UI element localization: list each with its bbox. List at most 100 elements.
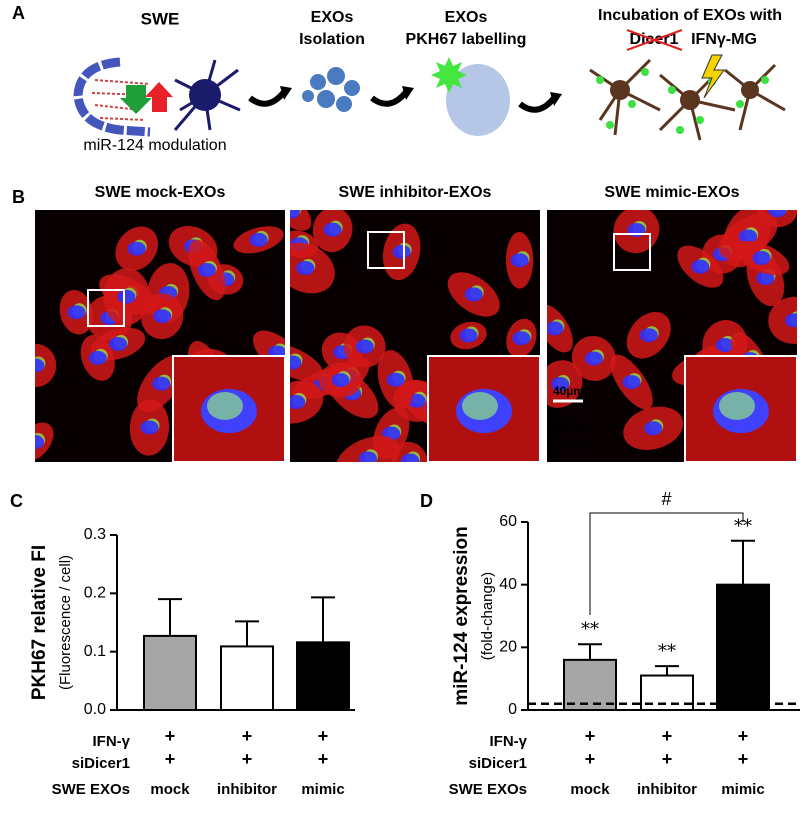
cell-nucleus — [153, 309, 172, 324]
cell-nucleus — [547, 321, 564, 336]
chart-C: C PKH67 relative FI (Fluorescence / cell) 0… — [10, 491, 355, 798]
cell-nucleus — [197, 262, 216, 277]
cell-nucleus — [392, 244, 411, 259]
significance: ** — [734, 516, 752, 537]
x-tick-label: mock — [150, 781, 190, 798]
inset-pkh67 — [207, 392, 243, 420]
y-axis-subtitle: (Fluorescence / cell) — [57, 555, 74, 690]
cell-nucleus — [386, 372, 405, 387]
cell-nucleus — [35, 435, 45, 450]
flow-arrow — [518, 96, 557, 113]
micrograph — [35, 210, 285, 462]
condition-value: + — [662, 726, 673, 746]
cell-nucleus — [401, 453, 420, 462]
cell-nucleus — [296, 260, 315, 275]
microglia-bodies — [610, 80, 759, 110]
cell-nucleus — [67, 305, 86, 320]
cell-nucleus — [584, 351, 603, 366]
category-axis-title: SWE EXOs — [52, 781, 130, 798]
bar — [563, 658, 617, 711]
image-title: SWE mock-EXOs — [95, 184, 226, 201]
y-axis-title: miR-124 expression — [451, 526, 472, 706]
y-axis-subtitle: (fold-change) — [479, 572, 496, 660]
stain-legend: nuclei — [551, 407, 589, 422]
exosomes — [302, 67, 360, 112]
caption: miR-124 modulation — [83, 137, 226, 154]
cell-nucleus — [323, 222, 342, 237]
cell-nucleus — [127, 241, 146, 256]
significance: ** — [658, 641, 676, 662]
arrowhead — [550, 92, 562, 106]
arrowhead — [280, 86, 292, 100]
cell-membrane — [73, 57, 151, 137]
step-title: EXOs — [311, 9, 354, 26]
y-tick-label: 0.2 — [84, 585, 106, 602]
step-title: PKH67 labelling — [406, 31, 527, 48]
category-axis-title: SWE EXOs — [449, 781, 527, 798]
bar — [296, 641, 350, 711]
condition-label: siDicer1 — [469, 755, 527, 772]
panel-a: A SWE miR-124 modulation EXOs Isolation … — [12, 3, 786, 154]
panel-label: B — [12, 187, 25, 207]
micrograph — [290, 210, 540, 462]
stain-legend: PKH67 — [551, 423, 593, 438]
cell-nucleus — [109, 336, 128, 351]
y-tick-label: 60 — [499, 513, 517, 530]
x-tick-label: inhibitor — [637, 781, 697, 798]
cell-nucleus — [88, 350, 107, 365]
condition-label: IFN-γ — [93, 733, 131, 750]
cell-nucleus — [290, 355, 302, 370]
micrograph — [547, 210, 797, 462]
cell-nucleus — [768, 210, 787, 218]
cell-nucleus — [715, 338, 734, 353]
rna — [91, 79, 151, 121]
inset — [684, 355, 797, 462]
condition-label: siDicer1 — [72, 755, 130, 772]
comparison-label: # — [661, 489, 671, 509]
condition-label: IFN-γ — [490, 733, 528, 750]
y-tick-label: 0.1 — [84, 643, 106, 660]
up-arrow — [145, 82, 173, 112]
step-title: IFNγ-MG — [691, 31, 757, 48]
lightning — [701, 54, 725, 99]
arrowhead — [402, 86, 414, 100]
exosome — [446, 64, 510, 136]
y-tick-label: 0 — [508, 701, 517, 718]
condition-value: + — [318, 726, 329, 746]
cell-nucleus — [644, 421, 663, 436]
pkh67-label — [431, 57, 467, 93]
inset-pkh67 — [462, 392, 498, 420]
cell-nucleus — [756, 271, 775, 286]
cell-nucleus — [249, 232, 268, 247]
cell-nucleus — [140, 420, 159, 435]
cell-nucleus — [355, 339, 374, 354]
stain-legend: f-actin — [551, 439, 590, 454]
cell-nucleus — [512, 331, 531, 346]
flow-arrow — [248, 90, 287, 107]
cell-nucleus — [459, 328, 478, 343]
cell-nucleus — [117, 289, 136, 304]
down-arrow — [120, 85, 152, 114]
cell-nucleus — [785, 313, 797, 328]
step-title: SWE — [141, 9, 180, 28]
y-tick-label: 0.0 — [84, 701, 106, 718]
inset-pkh67 — [719, 392, 755, 420]
bar — [716, 583, 770, 712]
roi-box — [87, 289, 125, 327]
x-tick-label: inhibitor — [217, 781, 277, 798]
condition-value: + — [585, 749, 596, 769]
flow-arrow — [370, 90, 409, 107]
cross-out — [626, 29, 683, 51]
cell-nucleus — [639, 328, 658, 343]
exosome-dots — [596, 68, 769, 134]
step-title: Incubation of EXOs with — [598, 7, 782, 24]
y-axis-title: PKH67 relative FI — [29, 545, 50, 700]
condition-value: + — [242, 749, 253, 769]
cell-nucleus — [464, 287, 483, 302]
cell-nucleus — [510, 253, 529, 268]
image-title: SWE mimic-EXOs — [604, 184, 739, 201]
panel-label: A — [12, 3, 25, 23]
condition-value: + — [738, 726, 749, 746]
roi-box — [367, 231, 405, 269]
condition-value: + — [738, 749, 749, 769]
